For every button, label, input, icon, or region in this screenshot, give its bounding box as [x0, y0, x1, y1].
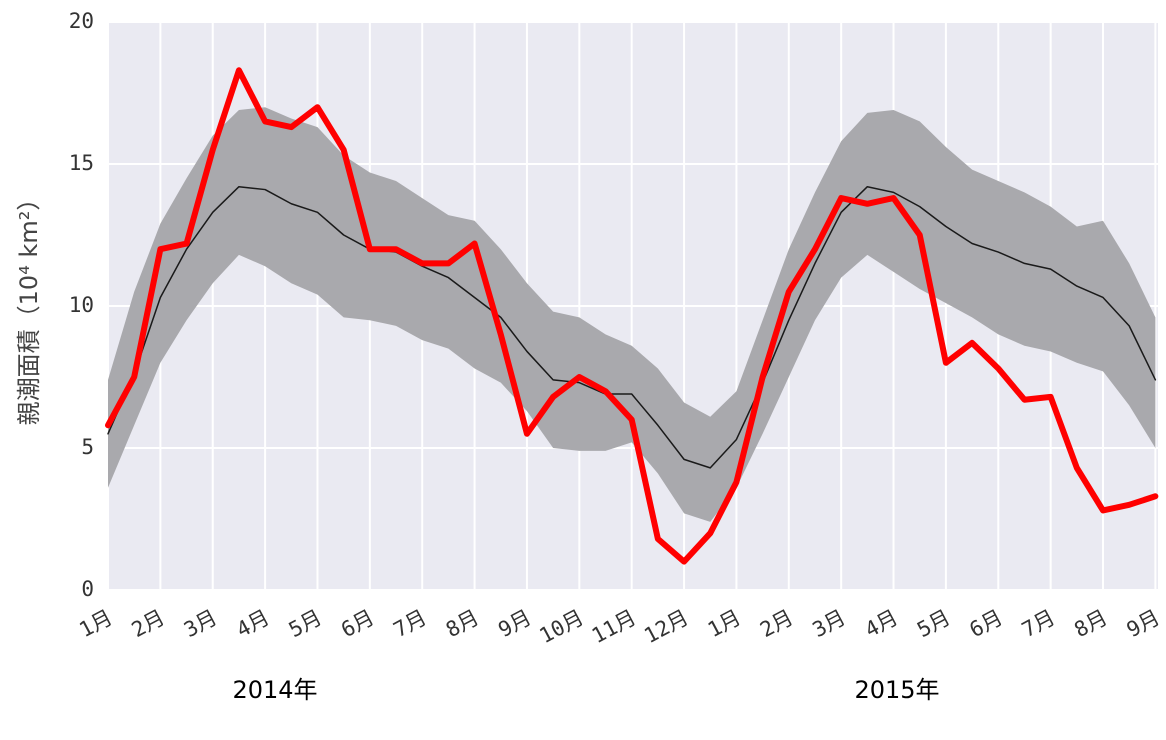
- x-tick-label: 6月: [337, 605, 378, 642]
- line: [105, 67, 1159, 565]
- y-tick-label: 15: [69, 151, 94, 175]
- x-tick-label: 7月: [390, 605, 431, 642]
- x-tick-label: 2月: [756, 605, 797, 642]
- y-tick-label: 5: [81, 435, 94, 459]
- x-tick-label: 8月: [1070, 605, 1111, 642]
- x-tick-label: 4月: [861, 605, 902, 642]
- x-tick-label: 3月: [180, 605, 221, 642]
- y-tick-label: 20: [69, 9, 94, 33]
- x-tick-label: 3月: [809, 605, 850, 642]
- y-axis-label: 親潮面積（10⁴ km²）: [15, 187, 43, 426]
- x-tick-label: 7月: [1018, 605, 1059, 642]
- x-tick-label: 9月: [1123, 605, 1164, 642]
- x-tick-label: 4月: [232, 605, 273, 642]
- x-tick-label: 5月: [285, 605, 326, 642]
- x-tick-label: 10月: [536, 605, 588, 648]
- band: [108, 107, 1156, 522]
- line: [107, 185, 1157, 469]
- y-tick-label: 0: [81, 577, 94, 601]
- year-label: 2014年: [232, 676, 317, 704]
- x-tick-label: 11月: [588, 605, 640, 648]
- x-tick-label: 9月: [494, 605, 535, 642]
- x-tick-label: 12月: [640, 605, 692, 648]
- x-tick-label: 5月: [913, 605, 954, 642]
- x-tick-label: 2月: [128, 605, 169, 642]
- x-tick-label: 6月: [966, 605, 1007, 642]
- x-tick-label: 1月: [704, 605, 745, 642]
- year-label: 2015年: [854, 676, 939, 704]
- y-tick-label: 10: [69, 293, 94, 317]
- x-tick-label: 1月: [75, 605, 116, 642]
- x-tick-label: 8月: [442, 605, 483, 642]
